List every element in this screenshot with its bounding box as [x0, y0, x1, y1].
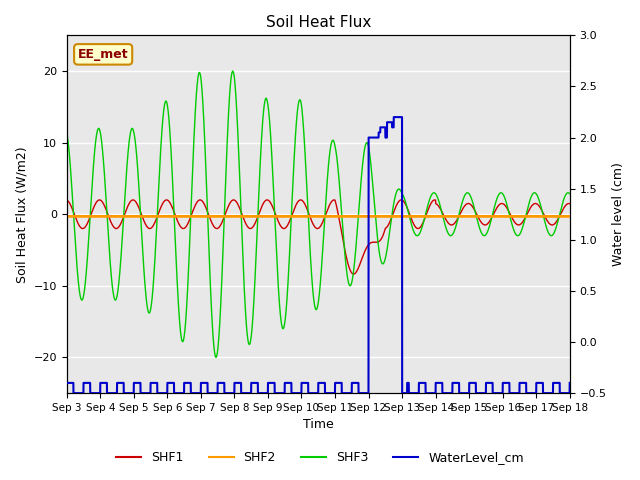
- Y-axis label: Water level (cm): Water level (cm): [612, 162, 625, 266]
- X-axis label: Time: Time: [303, 419, 333, 432]
- Legend: SHF1, SHF2, SHF3, WaterLevel_cm: SHF1, SHF2, SHF3, WaterLevel_cm: [111, 446, 529, 469]
- Title: Soil Heat Flux: Soil Heat Flux: [266, 15, 371, 30]
- Text: EE_met: EE_met: [78, 48, 129, 61]
- Y-axis label: Soil Heat Flux (W/m2): Soil Heat Flux (W/m2): [15, 146, 28, 283]
